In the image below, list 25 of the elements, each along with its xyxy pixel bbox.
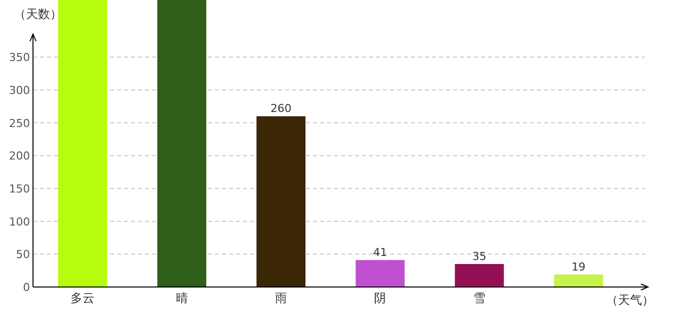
x-tick-label: 雨 bbox=[274, 291, 287, 305]
y-tick-label: 300 bbox=[9, 84, 30, 97]
data-label: 41 bbox=[373, 246, 388, 260]
bar bbox=[58, 0, 108, 287]
x-tick-label: 晴 bbox=[176, 291, 188, 305]
x-tick-label: 多云 bbox=[70, 291, 95, 305]
data-label: 19 bbox=[572, 260, 586, 274]
x-tick-label: 阴 bbox=[374, 291, 386, 305]
data-label: 260 bbox=[270, 102, 292, 116]
y-tick-label: 200 bbox=[9, 150, 30, 163]
bar bbox=[157, 0, 206, 287]
y-tick-label: 350 bbox=[9, 51, 30, 64]
x-tick-label: 雪 bbox=[473, 291, 486, 305]
bar bbox=[554, 274, 604, 287]
y-tick-label: 100 bbox=[9, 215, 30, 228]
y-tick-label: 250 bbox=[9, 116, 30, 130]
y-tick-label: 50 bbox=[16, 248, 30, 262]
data-label: 35 bbox=[472, 250, 486, 264]
y-axis-title: （天数） bbox=[14, 7, 62, 21]
y-tick-label: 0 bbox=[23, 281, 30, 294]
y-tick-label: 150 bbox=[9, 182, 30, 196]
bar bbox=[356, 260, 405, 287]
bar bbox=[256, 116, 306, 287]
x-axis-title: （天气） bbox=[606, 293, 654, 307]
bar bbox=[454, 264, 504, 287]
